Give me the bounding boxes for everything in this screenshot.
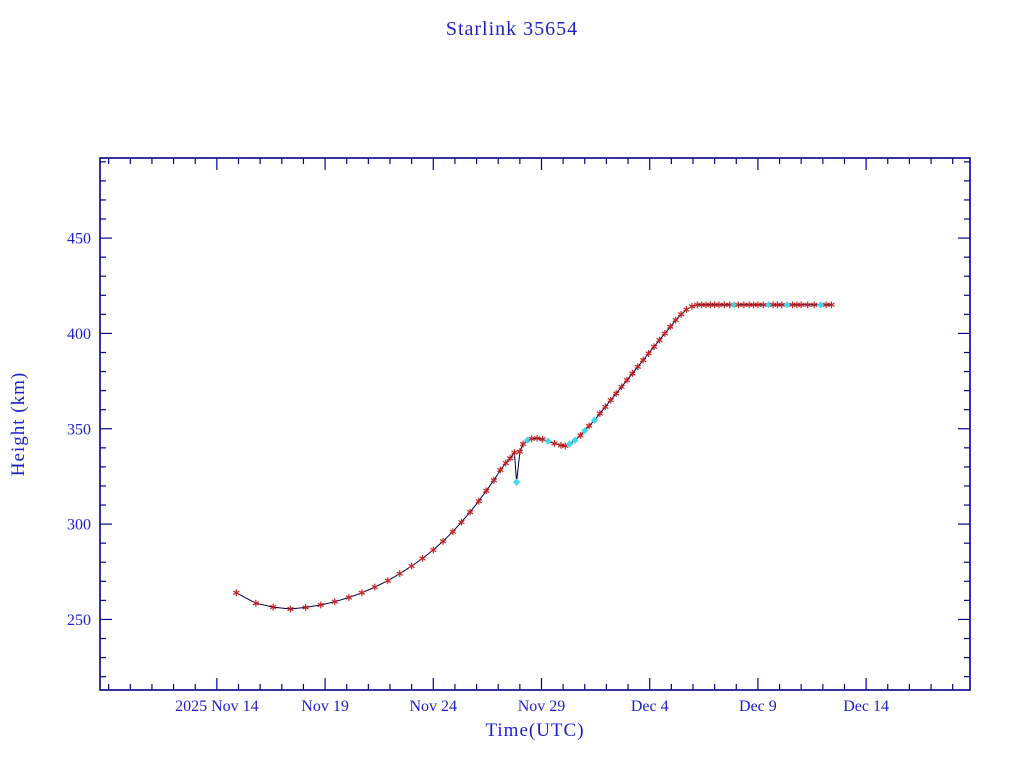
x-axis-label: Time(UTC) xyxy=(485,720,585,741)
cyan-marker xyxy=(571,436,579,444)
cyan-marker xyxy=(523,436,532,444)
y-tick-label: 450 xyxy=(67,231,91,248)
cyan-marker xyxy=(730,301,738,309)
cyan-marker xyxy=(817,301,825,309)
y-tick-label: 250 xyxy=(67,612,91,629)
height-line xyxy=(236,304,832,610)
chart-title: Starlink 35654 xyxy=(445,18,579,40)
data-markers xyxy=(233,301,835,613)
x-tick-label: Dec 9 xyxy=(739,698,777,715)
x-tick-label: Nov 29 xyxy=(518,698,566,715)
x-tick-label: 2025 Nov 14 xyxy=(175,698,259,715)
cyan-marker xyxy=(513,478,521,486)
y-tick-label: 300 xyxy=(67,517,91,534)
x-tick-label: Dec 14 xyxy=(843,698,889,715)
cyan-marker xyxy=(765,301,773,309)
tick-labels: 250 300 350 400 450 2025 Nov 14 Nov 19 Nov 24 No… xyxy=(67,231,889,715)
x-tick-label: Nov 19 xyxy=(301,698,349,715)
y-tick-label: 350 xyxy=(67,421,91,438)
cyan-marker xyxy=(783,301,791,309)
cyan-marker xyxy=(566,440,574,448)
cyan-marker xyxy=(581,427,589,435)
x-tick-label: Dec 4 xyxy=(631,698,669,715)
y-tick-label: 400 xyxy=(67,326,91,343)
axis-ticks xyxy=(100,158,970,690)
plot-frame xyxy=(99,157,971,691)
cyan-marker xyxy=(590,416,599,424)
cyan-marker xyxy=(544,437,552,445)
x-tick-label: Nov 24 xyxy=(410,698,458,715)
